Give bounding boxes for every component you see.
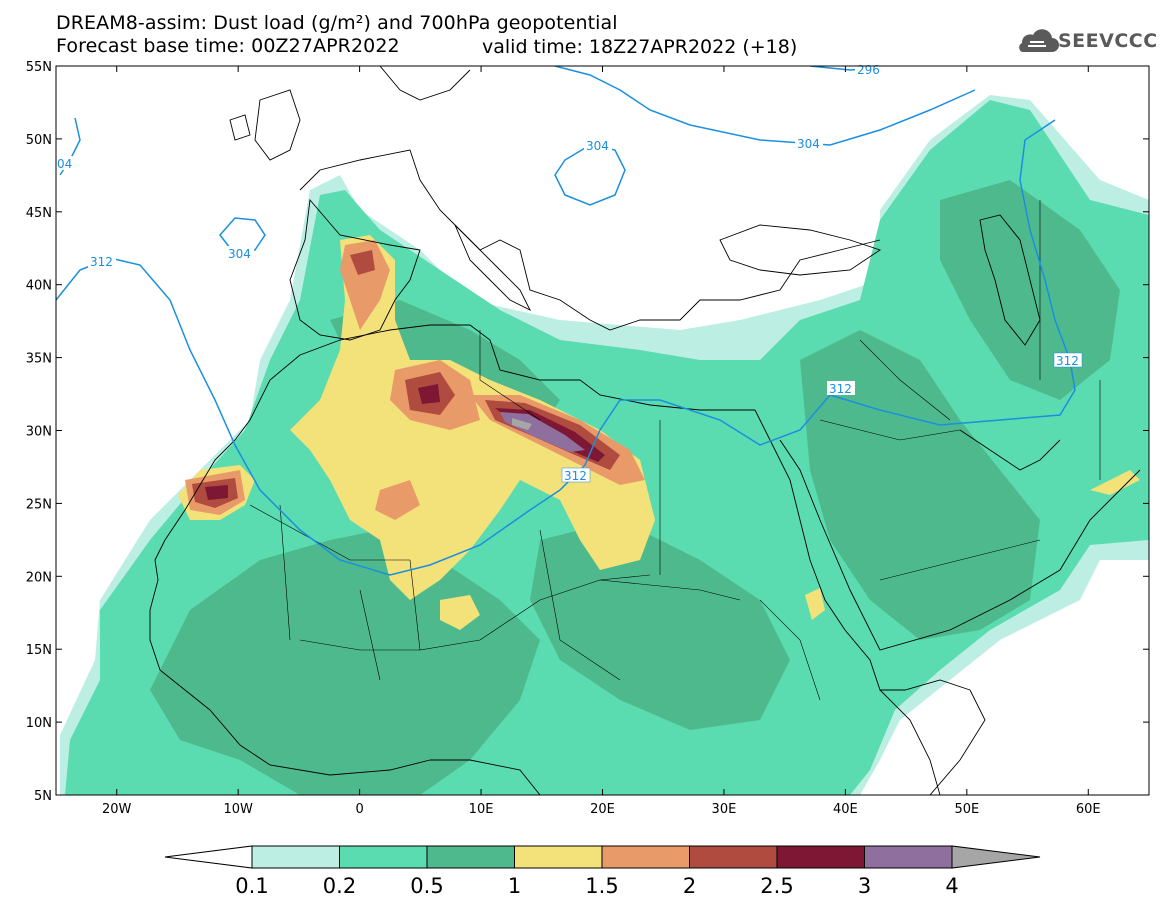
dust-field bbox=[60, 95, 1149, 795]
contour-label-312-levant: 312 bbox=[829, 382, 852, 396]
lat-label: 20N bbox=[26, 570, 52, 585]
colorbar-label: 2.5 bbox=[760, 874, 793, 898]
lat-label: 50N bbox=[26, 133, 52, 148]
forecast-base-time: Forecast base time: 00Z27APR2022 bbox=[56, 35, 400, 57]
colorbar-label: 0.2 bbox=[323, 874, 356, 898]
dust-band-0.5-west bbox=[150, 530, 540, 795]
coast-europe bbox=[299, 149, 881, 331]
coast-north-africa bbox=[249, 324, 755, 421]
dust-band-1-south bbox=[440, 595, 480, 630]
colorbar-label: 4 bbox=[945, 874, 958, 898]
lat-label: 25N bbox=[26, 497, 52, 512]
coast-caspian bbox=[979, 214, 1041, 346]
border-lines bbox=[249, 200, 1101, 701]
lat-label: 5N bbox=[34, 789, 52, 804]
lat-label: 10N bbox=[26, 716, 52, 731]
valid-time: valid time: 18Z27APR2022 (+18) bbox=[482, 36, 798, 58]
lon-label: 50E bbox=[954, 802, 979, 817]
dust-band-1-redsea bbox=[805, 588, 825, 620]
coastlines bbox=[149, 66, 1141, 795]
contour-label-04: 04 bbox=[57, 157, 72, 171]
colorbar-label: 1 bbox=[508, 874, 521, 898]
longitude-axis: 20W 10W 0 10E 20E 30E 40E 50E 60E bbox=[102, 66, 1101, 817]
lon-label: 30E bbox=[712, 802, 737, 817]
lat-label: 40N bbox=[26, 279, 52, 294]
dust-band-4 bbox=[512, 418, 532, 430]
lon-label: 60E bbox=[1076, 802, 1101, 817]
colorbar: 0.1 0.2 0.5 1 1.5 2 2.5 3 4 bbox=[164, 845, 1041, 898]
contour-label-304-north: 304 bbox=[797, 137, 820, 151]
colorbar-label: 2 bbox=[683, 874, 696, 898]
contour-label-312-east: 312 bbox=[1056, 354, 1079, 368]
lon-label: 20W bbox=[102, 802, 132, 817]
dust-band-1-gulf bbox=[1090, 470, 1140, 495]
coast-scandinavia bbox=[379, 66, 471, 101]
contour-label-304-balkan: 304 bbox=[586, 139, 609, 153]
lat-label: 55N bbox=[26, 60, 52, 75]
contour-labels: 296 304 304 04 304 312 312 312 312 bbox=[56, 62, 1083, 483]
colorbar-swatch bbox=[864, 845, 953, 869]
contour-label-304-iberia: 304 bbox=[228, 247, 251, 261]
cloud-logo-icon bbox=[1019, 29, 1059, 52]
coast-gulf-guinea bbox=[430, 759, 541, 795]
lon-label: 20E bbox=[590, 802, 615, 817]
dust-band-2 bbox=[192, 250, 620, 508]
contour-label-296: 296 bbox=[857, 63, 880, 77]
lon-label: 10E bbox=[469, 802, 494, 817]
lat-label: 35N bbox=[26, 352, 52, 367]
colorbar-under-arrow bbox=[164, 845, 253, 869]
colorbar-swatch bbox=[251, 845, 340, 869]
coast-black-sea bbox=[719, 224, 882, 276]
colorbar-swatch bbox=[339, 845, 428, 869]
coast-arabia bbox=[779, 439, 1141, 651]
coast-red-sea bbox=[754, 409, 971, 691]
map-title: DREAM8-assim: Dust load (g/m²) and 700hP… bbox=[56, 12, 618, 34]
coast-gulf bbox=[959, 429, 1061, 471]
contour-label-312-africa: 312 bbox=[564, 469, 587, 483]
dust-band-0.5-central bbox=[530, 520, 790, 730]
lon-label: 10W bbox=[223, 802, 253, 817]
colorbar-over-arrow bbox=[951, 845, 1041, 869]
coast-britain bbox=[229, 89, 301, 161]
colorbar-swatch bbox=[514, 845, 603, 869]
coast-italy bbox=[454, 224, 532, 312]
colorbar-swatch bbox=[689, 845, 778, 869]
colorbar-label: 3 bbox=[858, 874, 871, 898]
lat-label: 15N bbox=[26, 643, 52, 658]
latitude-axis: 55N 50N 45N 40N 35N 30N 25N 20N 15N 10N 5N bbox=[26, 60, 1149, 804]
coast-west-africa bbox=[149, 419, 431, 776]
dust-band-0.5-arabia bbox=[800, 330, 1040, 640]
lat-label: 45N bbox=[26, 206, 52, 221]
logo-text: SEEVCCC bbox=[1058, 30, 1158, 52]
lon-label: 40E bbox=[833, 802, 858, 817]
colorbar-label: 0.1 bbox=[235, 874, 268, 898]
coast-iberia bbox=[289, 198, 421, 341]
lon-label: 0 bbox=[355, 802, 363, 817]
colorbar-label: 1.5 bbox=[585, 874, 618, 898]
colorbar-swatch bbox=[426, 845, 515, 869]
lat-label: 30N bbox=[26, 425, 52, 440]
dust-band-0.5-caspian bbox=[940, 180, 1120, 400]
contour-304-north bbox=[554, 66, 976, 146]
colorbar-label: 0.5 bbox=[410, 874, 443, 898]
colorbar-swatch bbox=[776, 845, 865, 869]
coast-horn-africa bbox=[879, 689, 986, 795]
colorbar-swatch bbox=[601, 845, 690, 869]
contour-label-312-west: 312 bbox=[90, 255, 113, 269]
